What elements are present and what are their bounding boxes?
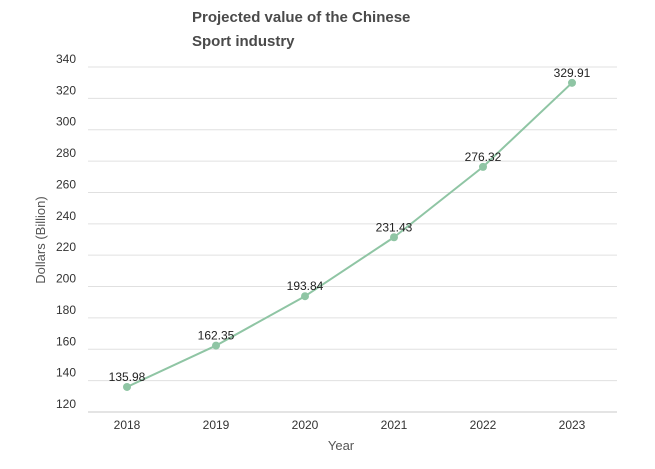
data-point (390, 233, 398, 242)
y-tick-label: 140 (56, 366, 76, 380)
y-tick-label: 340 (56, 52, 76, 66)
y-tick-label: 280 (56, 146, 76, 160)
data-label: 329.91 (554, 66, 591, 80)
data-point (123, 382, 131, 391)
data-point (212, 341, 220, 350)
data-label: 193.84 (287, 279, 324, 293)
series-layer (123, 78, 576, 391)
data-labels: 135.98 162.35 193.84 231.43 276.32 329.91 (109, 66, 591, 384)
data-point (301, 292, 309, 301)
x-tick-label: 2021 (381, 418, 408, 432)
chart-title: Projected value of the Chinese Sport ind… (192, 9, 411, 50)
data-point (479, 162, 487, 171)
data-label: 276.32 (465, 150, 502, 164)
y-tick-label: 300 (56, 115, 76, 129)
y-tick-label: 180 (56, 303, 76, 317)
y-tick-label: 160 (56, 334, 76, 348)
data-label: 162.35 (198, 329, 235, 343)
y-tick-label: 200 (56, 272, 76, 286)
x-axis-ticks: 2018 2019 2020 2021 2022 2023 (114, 418, 586, 432)
x-tick-label: 2018 (114, 418, 141, 432)
data-label: 135.98 (109, 370, 146, 384)
data-label: 231.43 (376, 220, 413, 234)
y-tick-label: 220 (56, 240, 76, 254)
data-point (568, 78, 576, 87)
y-axis-ticks: 120 140 160 180 200 220 240 260 280 300 320 340 (56, 52, 76, 411)
series-line (126, 82, 573, 388)
y-tick-label: 260 (56, 177, 76, 191)
gridlines (88, 66, 617, 413)
y-tick-label: 320 (56, 83, 76, 97)
y-tick-label: 120 (56, 397, 76, 411)
x-tick-label: 2019 (203, 418, 230, 432)
x-tick-label: 2023 (559, 418, 586, 432)
x-tick-label: 2020 (292, 418, 319, 432)
x-tick-label: 2022 (470, 418, 497, 432)
x-axis-title: Year (328, 438, 355, 453)
y-axis-title: Dollars (Billion) (33, 196, 48, 283)
y-tick-label: 240 (56, 209, 76, 223)
